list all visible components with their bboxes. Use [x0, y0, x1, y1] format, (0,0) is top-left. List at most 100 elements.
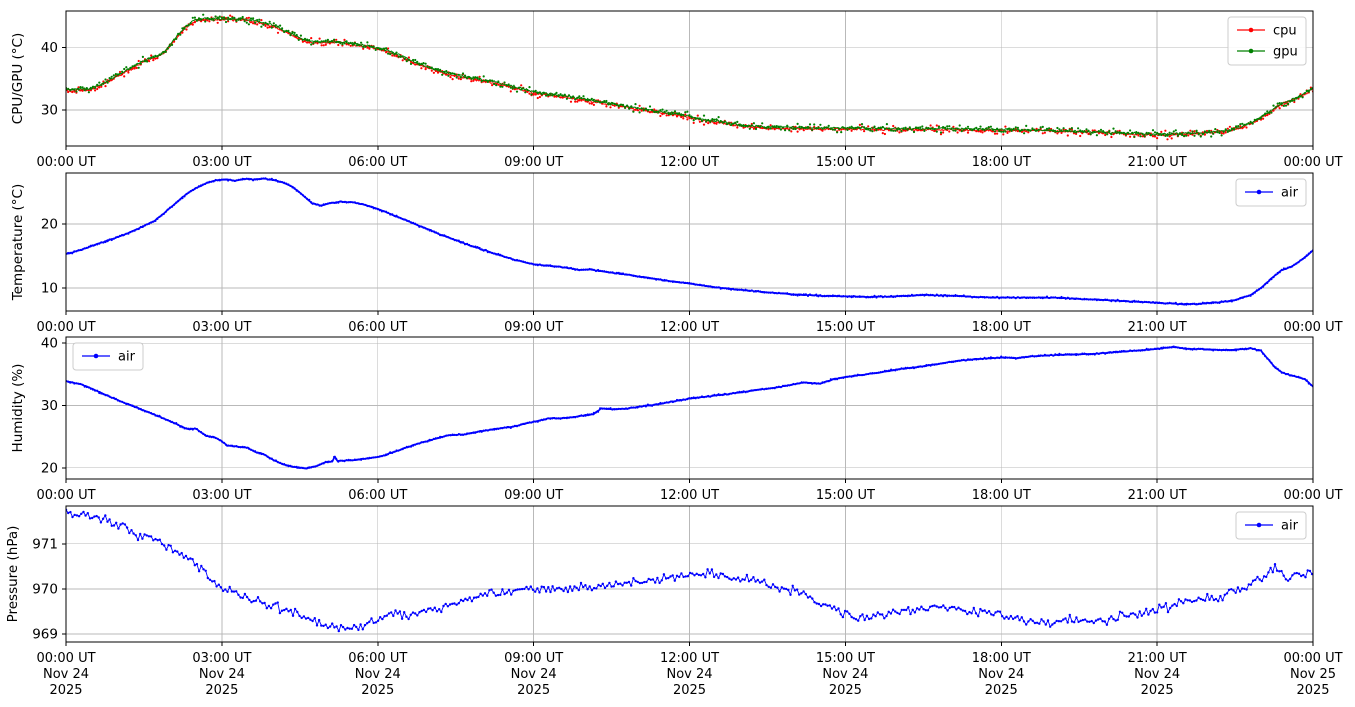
- x-tick-label: 03:00 UT: [192, 488, 251, 503]
- gridlines: [66, 11, 1313, 146]
- legend-entry-air: air: [1245, 186, 1299, 201]
- x-tick-label: 15:00 UT: [816, 155, 875, 170]
- x-tick-label: 15:00 UT: [816, 320, 875, 335]
- legend: cpu gpu: [1227, 16, 1307, 66]
- x-tick-date-label: Nov 24: [1134, 667, 1180, 682]
- x-tick-label: 06:00 UT: [348, 651, 407, 666]
- x-tick-label: 18:00 UT: [972, 320, 1031, 335]
- x-tick-label: 15:00 UT: [816, 651, 875, 666]
- y-tick-label: 969: [32, 626, 58, 642]
- x-tick-label: 18:00 UT: [972, 488, 1031, 503]
- x-tick-year-label: 2025: [517, 683, 550, 698]
- legend-label: air: [1281, 186, 1299, 201]
- x-tick-year-label: 2025: [361, 683, 394, 698]
- x-tick-label: 12:00 UT: [660, 488, 719, 503]
- x-tick-year-label: 2025: [1141, 683, 1174, 698]
- panel-1: 30 40 00:00 UT 03:00 UT 06:00 UT 09:00 UT 12:0…: [10, 10, 1343, 170]
- series-air: [66, 345, 1313, 470]
- x-tick-date-label: Nov 25: [1290, 667, 1336, 682]
- x-tick-label: 00:00 UT: [36, 651, 95, 666]
- panel-3: 20 30 40 00:00 UT 03:00 UT 06:00 UT 09:00 UT 12…: [10, 336, 1343, 503]
- legend-entry-air: air: [82, 350, 136, 365]
- x-tick-label: 00:00 UT: [1283, 320, 1342, 335]
- legend: air: [72, 342, 144, 371]
- gridlines: [66, 337, 1313, 479]
- x-tick-date-label: Nov 24: [822, 667, 868, 682]
- series-group: [66, 177, 1313, 306]
- y-axis-label: CPU/GPU (°C): [10, 33, 26, 124]
- x-tick-label: 21:00 UT: [1128, 651, 1187, 666]
- series-group: [66, 345, 1313, 470]
- x-tick-label: 00:00 UT: [36, 155, 95, 170]
- x-tick-label: 00:00 UT: [36, 320, 95, 335]
- y-tick-label: 20: [41, 217, 58, 233]
- x-tick-date-label: Nov 24: [511, 667, 557, 682]
- series-gpu: [66, 13, 1313, 138]
- y-tick-label: 30: [41, 398, 58, 414]
- x-tick-label: 06:00 UT: [348, 488, 407, 503]
- legend: air: [1235, 511, 1307, 540]
- y-tick-label: 971: [32, 536, 58, 552]
- x-tick-date-label: Nov 24: [978, 667, 1024, 682]
- y-tick-label: 20: [41, 460, 58, 476]
- y-axis-label: Humidity (%): [10, 364, 26, 453]
- gridlines: [66, 506, 1313, 642]
- legend-entry-cpu: cpu: [1237, 24, 1297, 39]
- x-tick-date-label: Nov 24: [355, 667, 401, 682]
- tick-marks: [62, 543, 1314, 646]
- tick-marks: [62, 342, 1314, 483]
- x-tick-label: 00:00 UT: [36, 488, 95, 503]
- x-tick-label: 18:00 UT: [972, 651, 1031, 666]
- x-tick-label: 09:00 UT: [504, 651, 563, 666]
- series-air: [66, 177, 1313, 306]
- x-tick-label: 06:00 UT: [348, 320, 407, 335]
- y-axis-label: Pressure (hPa): [5, 526, 21, 623]
- y-tick-label: 10: [41, 281, 58, 297]
- x-tick-label: 21:00 UT: [1128, 488, 1187, 503]
- x-tick-label: 09:00 UT: [504, 320, 563, 335]
- series-group: [66, 508, 1313, 633]
- x-tick-label: 03:00 UT: [192, 155, 251, 170]
- gridlines: [66, 173, 1313, 311]
- x-tick-label: 21:00 UT: [1128, 155, 1187, 170]
- y-axis-label: Temperature (°C): [10, 184, 26, 302]
- x-tick-year-label: 2025: [985, 683, 1018, 698]
- x-tick-label: 12:00 UT: [660, 651, 719, 666]
- x-tick-label: 06:00 UT: [348, 155, 407, 170]
- series-air: [66, 508, 1313, 633]
- y-tick-label: 40: [41, 336, 58, 352]
- y-tick-label: 30: [41, 102, 58, 118]
- tick-marks: [62, 223, 1314, 315]
- y-tick-label: 970: [32, 581, 58, 597]
- x-tick-label: 03:00 UT: [192, 651, 251, 666]
- x-tick-label: 09:00 UT: [504, 155, 563, 170]
- legend-label: gpu: [1273, 45, 1298, 60]
- legend-entry-gpu: gpu: [1237, 45, 1298, 60]
- x-tick-year-label: 2025: [829, 683, 862, 698]
- legend-entry-air: air: [1245, 519, 1299, 534]
- x-tick-year-label: 2025: [1296, 683, 1329, 698]
- x-tick-label: 00:00 UT: [1283, 155, 1342, 170]
- tick-marks: [62, 47, 1314, 150]
- x-tick-date-label: Nov 24: [43, 667, 89, 682]
- series-group: [66, 13, 1313, 141]
- x-tick-label: 12:00 UT: [660, 155, 719, 170]
- x-tick-label: 21:00 UT: [1128, 320, 1187, 335]
- legend-label: air: [118, 350, 136, 365]
- x-tick-label: 09:00 UT: [504, 488, 563, 503]
- x-tick-year-label: 2025: [49, 683, 82, 698]
- x-tick-year-label: 2025: [673, 683, 706, 698]
- x-tick-label: 00:00 UT: [1283, 488, 1342, 503]
- panel-2: 10 20 00:00 UT 03:00 UT 06:00 UT 09:00 UT 12:0…: [10, 172, 1343, 335]
- y-tick-label: 40: [41, 40, 58, 56]
- x-tick-date-label: Nov 24: [199, 667, 245, 682]
- x-tick-label: 00:00 UT: [1283, 651, 1342, 666]
- x-tick-label: 15:00 UT: [816, 488, 875, 503]
- x-tick-label: 12:00 UT: [660, 320, 719, 335]
- legend-label: cpu: [1273, 24, 1297, 39]
- x-tick-label: 18:00 UT: [972, 155, 1031, 170]
- x-tick-year-label: 2025: [205, 683, 238, 698]
